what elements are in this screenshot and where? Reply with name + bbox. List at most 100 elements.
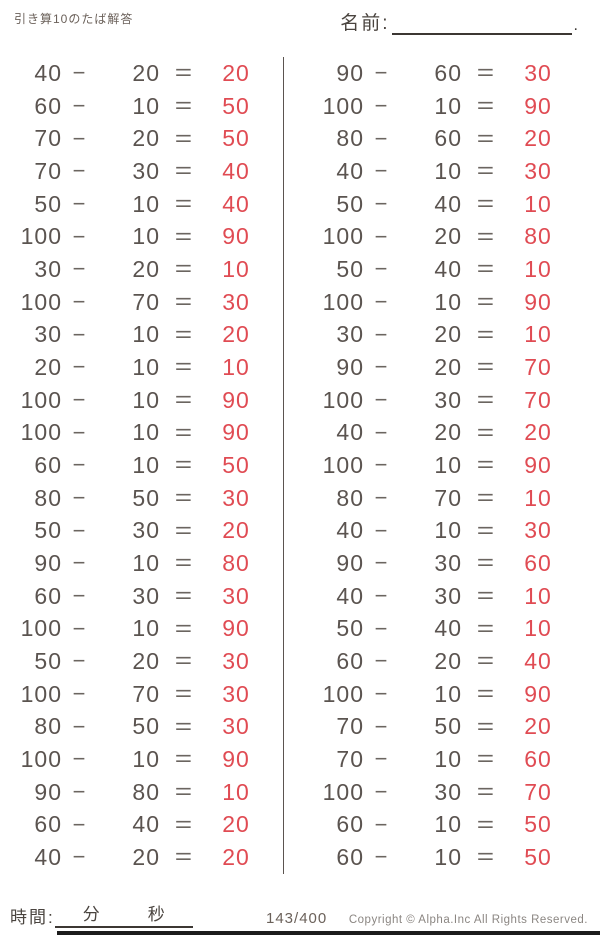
- problem-row: 60− 10 = 50: [308, 841, 600, 874]
- problem-row: 100− 10 = 90: [308, 286, 600, 319]
- minuend: 50: [336, 190, 364, 217]
- answer: 30: [222, 647, 250, 674]
- worksheet-footer: 時間: 分 秒 143/400 Copyright © Alpha.Inc Al…: [0, 900, 600, 928]
- problem-row: 40− 20 = 20: [308, 416, 600, 449]
- answer: 30: [222, 680, 250, 707]
- problem-row: 80− 50 = 30: [6, 482, 283, 515]
- problem-row: 80− 50 = 30: [6, 710, 283, 743]
- subtrahend: 10: [132, 451, 160, 478]
- minuend: 90: [336, 59, 364, 86]
- time-field-area: 時間: 分 秒: [10, 900, 260, 928]
- subtrahend: 10: [434, 92, 462, 119]
- equals-sign: =: [476, 681, 494, 707]
- minuend: 60: [34, 582, 62, 609]
- minus-sign: −: [374, 746, 388, 772]
- subtrahend: 10: [434, 811, 462, 838]
- worksheet-title: 引き算10のたば解答: [14, 12, 134, 26]
- answer: 30: [222, 484, 250, 511]
- answer: 60: [524, 745, 552, 772]
- subtrahend: 70: [132, 288, 160, 315]
- equals-sign: =: [476, 583, 494, 609]
- problem-row: 50− 40 = 10: [308, 188, 600, 221]
- problem-row: 80− 60 = 20: [308, 122, 600, 155]
- minus-sign: −: [374, 811, 388, 837]
- answer: 40: [222, 157, 250, 184]
- problem-row: 80− 70 = 10: [308, 482, 600, 515]
- problem-row: 20− 10 = 10: [6, 351, 283, 384]
- answer: 80: [222, 549, 250, 576]
- minuend: 40: [34, 59, 62, 86]
- equals-sign: =: [174, 615, 192, 641]
- answer: 90: [524, 288, 552, 315]
- name-field-area: 名前: .: [340, 8, 586, 35]
- subtrahend: 30: [434, 549, 462, 576]
- subtrahend: 20: [132, 125, 160, 152]
- subtrahend: 10: [434, 288, 462, 315]
- answer: 30: [524, 59, 552, 86]
- equals-sign: =: [174, 419, 192, 445]
- minuend: 50: [336, 255, 364, 282]
- problem-row: 100− 70 = 30: [6, 286, 283, 319]
- subtrahend: 60: [434, 59, 462, 86]
- answer: 10: [524, 484, 552, 511]
- equals-sign: =: [174, 746, 192, 772]
- equals-sign: =: [174, 550, 192, 576]
- minus-sign: −: [72, 779, 86, 805]
- minuend: 60: [336, 843, 364, 870]
- minus-sign: −: [374, 223, 388, 249]
- equals-sign: =: [174, 681, 192, 707]
- minus-sign: −: [72, 681, 86, 707]
- problems-area: 40−20 = 20 60−10 = 50 70−20 = 50 70−30 = 40 50−10 = 40…: [0, 57, 600, 874]
- minuend: 80: [34, 713, 62, 740]
- problem-row: 70− 20 = 50: [6, 122, 283, 155]
- minuend: 100: [322, 223, 364, 250]
- minuend: 100: [20, 680, 62, 707]
- minus-sign: −: [374, 485, 388, 511]
- equals-sign: =: [476, 550, 494, 576]
- answer: 10: [524, 321, 552, 348]
- equals-sign: =: [476, 256, 494, 282]
- problem-row: 60− 20 = 40: [308, 645, 600, 678]
- answer: 50: [524, 811, 552, 838]
- minuend: 40: [336, 517, 364, 544]
- minuend: 50: [34, 517, 62, 544]
- minuend: 40: [336, 157, 364, 184]
- minuend: 70: [34, 125, 62, 152]
- equals-sign: =: [476, 452, 494, 478]
- minuend: 40: [336, 419, 364, 446]
- minus-sign: −: [72, 713, 86, 739]
- subtrahend: 50: [132, 713, 160, 740]
- minus-sign: −: [72, 550, 86, 576]
- minus-sign: −: [374, 615, 388, 641]
- equals-sign: =: [174, 354, 192, 380]
- subtrahend: 40: [434, 255, 462, 282]
- equals-sign: =: [174, 321, 192, 347]
- answer: 30: [222, 713, 250, 740]
- minus-sign: −: [374, 583, 388, 609]
- answer: 20: [222, 59, 250, 86]
- answer: 40: [524, 647, 552, 674]
- subtrahend: 10: [434, 680, 462, 707]
- equals-sign: =: [174, 191, 192, 217]
- minus-sign: −: [374, 60, 388, 86]
- answer: 20: [524, 419, 552, 446]
- equals-sign: =: [476, 811, 494, 837]
- minuend: 50: [336, 615, 364, 642]
- answer: 90: [524, 451, 552, 478]
- seconds-label: 秒: [147, 904, 165, 924]
- subtrahend: 30: [132, 517, 160, 544]
- equals-sign: =: [476, 158, 494, 184]
- minus-sign: −: [72, 158, 86, 184]
- equals-sign: =: [174, 60, 192, 86]
- answer: 10: [524, 582, 552, 609]
- subtrahend: 10: [132, 321, 160, 348]
- answer: 90: [524, 680, 552, 707]
- minus-sign: −: [72, 485, 86, 511]
- answer: 60: [524, 549, 552, 576]
- answer: 90: [222, 223, 250, 250]
- answer: 10: [524, 255, 552, 282]
- equals-sign: =: [174, 583, 192, 609]
- equals-sign: =: [174, 223, 192, 249]
- problems-column-right: 90−60 = 30 100−10 = 90 80−60 = 20 40−10 = 30 50−40 = 1…: [283, 57, 600, 874]
